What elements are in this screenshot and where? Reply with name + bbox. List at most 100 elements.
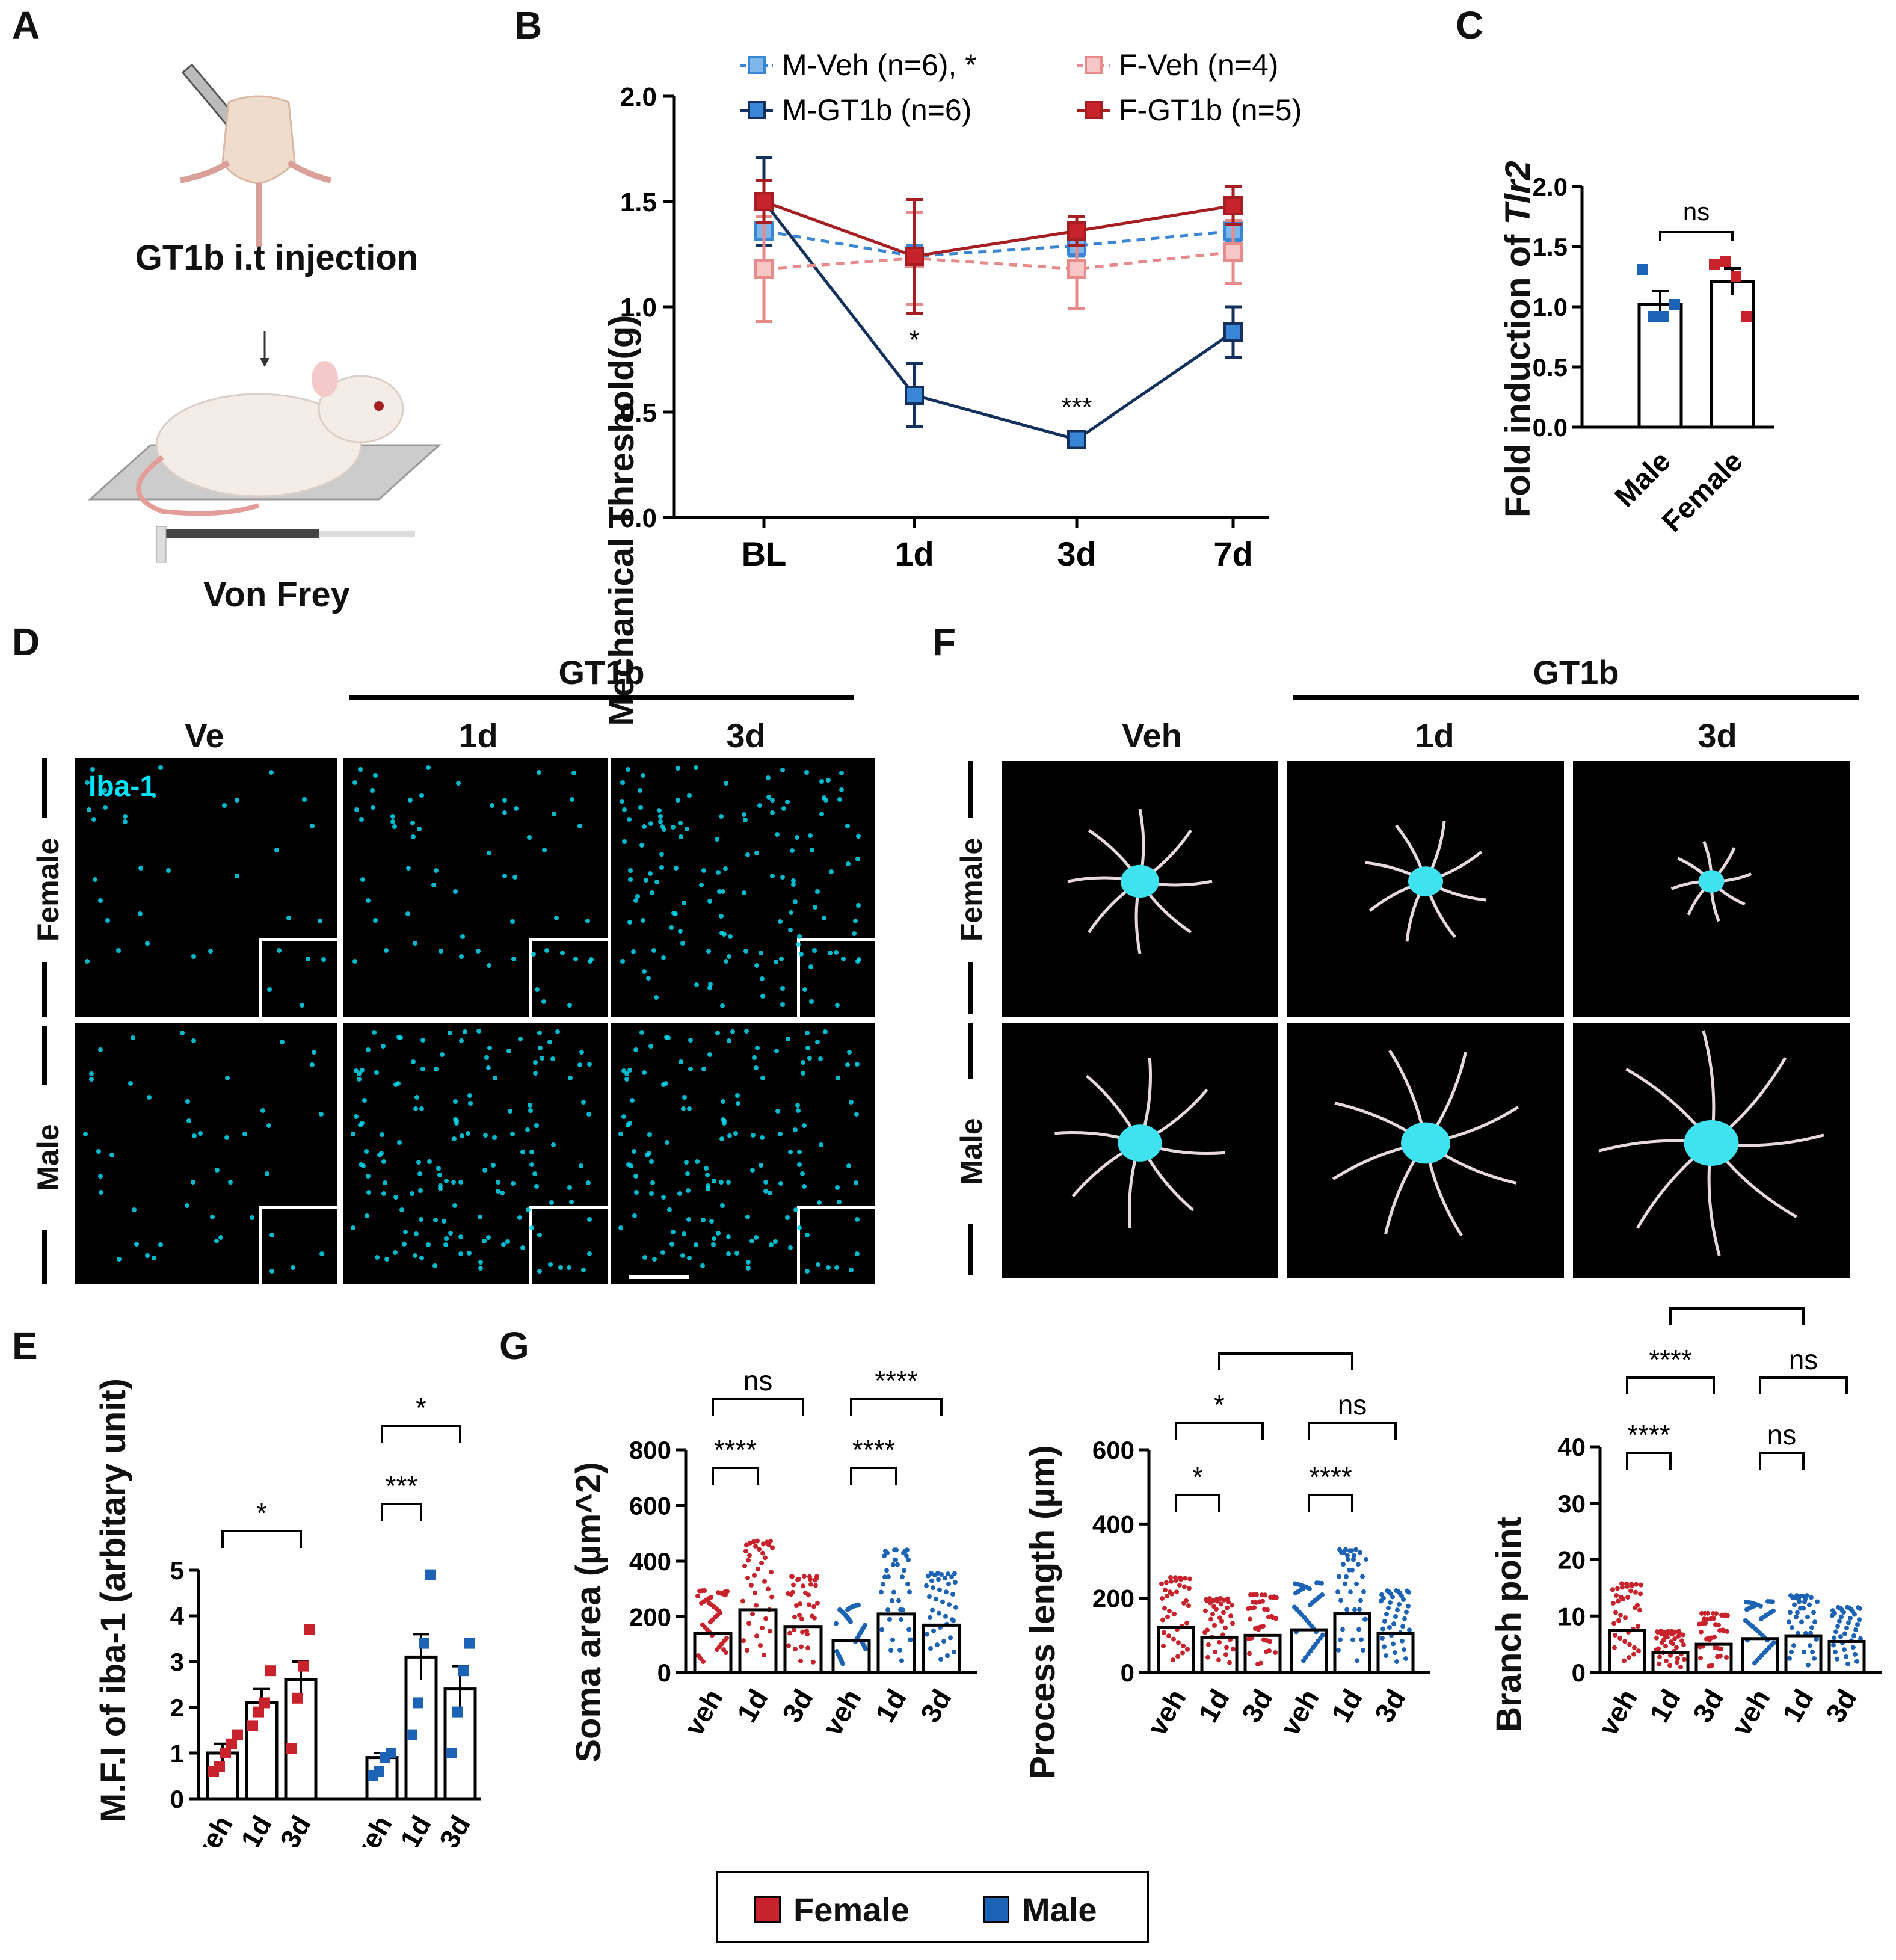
microglia-cell (678, 929, 683, 934)
microglia-cell (354, 807, 359, 812)
data-point (1167, 1609, 1172, 1614)
microglia-cell (390, 819, 395, 824)
y-tick-label: 5 (170, 1556, 184, 1585)
microglia-cell (467, 1251, 472, 1256)
microglia-cell (354, 1068, 359, 1073)
data-point (952, 1571, 957, 1576)
data-point (741, 1638, 746, 1644)
microglia-cell (581, 1268, 586, 1272)
data-point (1639, 1582, 1643, 1588)
microglia-cell (823, 798, 828, 803)
microglia-cell (618, 1132, 623, 1136)
sig-bracket (1218, 1352, 1353, 1370)
microglia-cell (746, 1266, 751, 1271)
data-point (1731, 271, 1741, 282)
microglia-cell (432, 1263, 437, 1268)
microglia-cell (720, 1003, 725, 1008)
data-point (886, 1574, 891, 1580)
microglia-cell (813, 905, 817, 910)
chart-g-branch-ylabel: Branch point (1489, 1517, 1528, 1732)
microglia-cell (414, 1231, 419, 1236)
microglia-cell (438, 1186, 443, 1191)
microglia-cell (365, 1213, 369, 1218)
microglia-cell (542, 848, 547, 852)
microglia-cell (664, 1035, 669, 1040)
data-point (760, 1625, 765, 1630)
micrograph-d-female-ve: Iba-1 (75, 758, 337, 1017)
microglia-cell (491, 1163, 496, 1168)
data-point (695, 1594, 700, 1599)
legend-swatch-male (983, 1896, 1009, 1923)
data-point (1636, 1624, 1640, 1629)
data-point (1625, 1584, 1630, 1589)
microglia-cell (352, 780, 357, 785)
data-point (419, 1638, 429, 1649)
microglia-cell (538, 1046, 543, 1050)
data-point (943, 1613, 948, 1619)
data-point (214, 1761, 225, 1772)
data-point (1681, 1632, 1685, 1638)
microglia-cell (433, 1218, 438, 1222)
microglia-cell (453, 1117, 458, 1122)
data-point (1844, 1625, 1849, 1630)
microglia-cell (633, 1047, 638, 1052)
data-point (1254, 1592, 1259, 1597)
legend-label: M-GT1b (n=6) (782, 93, 971, 127)
microglia-cell (768, 1191, 772, 1195)
data-point (1837, 1618, 1842, 1624)
bar (284, 1678, 318, 1801)
microglia-cell (760, 994, 765, 999)
injection-label: GT1b i.t injection (135, 238, 419, 277)
microglia-cell (743, 818, 748, 822)
microglia-cell (780, 1002, 785, 1007)
microglia-cell (406, 866, 411, 871)
data-point (1300, 1586, 1305, 1592)
data-point (1352, 1553, 1356, 1558)
microglia-cell (674, 866, 679, 871)
microglia-cell (361, 1163, 366, 1168)
microglia-cell (218, 1235, 223, 1240)
microglia-cell (581, 1100, 586, 1105)
microglia-cell (549, 1200, 554, 1205)
microglia-cell (677, 1191, 682, 1196)
data-point (1265, 1607, 1270, 1613)
data-point (893, 1557, 897, 1562)
bar (1784, 1634, 1823, 1674)
microglia-cell (520, 1245, 525, 1250)
data-point (1725, 1629, 1729, 1634)
microglia-cell (534, 1184, 539, 1189)
data-point (807, 1574, 812, 1579)
microglia-cell (568, 1076, 573, 1080)
sig-bracket (1175, 1494, 1220, 1512)
data-point (1838, 1634, 1843, 1639)
data-point (1615, 1586, 1620, 1591)
microglia-cell (185, 1203, 189, 1208)
down-arrow-icon (260, 331, 269, 367)
microglia-cell (852, 931, 857, 936)
microglia-cell (730, 1029, 735, 1034)
microglia-cell (448, 1031, 452, 1035)
microglia-cell (413, 941, 417, 946)
sig-bracket (1759, 1452, 1805, 1470)
microglia-cell (632, 1213, 637, 1218)
data-point (1627, 1642, 1632, 1647)
microglia-cell (804, 770, 809, 775)
microglia-cell (711, 1242, 716, 1247)
microglia-cell (451, 1180, 456, 1185)
data-point (837, 1607, 842, 1612)
data-point (1855, 1622, 1860, 1627)
data-point (950, 1592, 955, 1597)
data-point (1223, 242, 1243, 262)
data-point (1632, 1645, 1637, 1650)
microglia-cell (501, 1242, 506, 1247)
panel-f-col-3d: 3d (1697, 717, 1737, 754)
data-point (1610, 1587, 1615, 1592)
data-point (749, 1582, 754, 1588)
microglia-cell (855, 1217, 860, 1222)
inset-d-male-1d (529, 1206, 608, 1284)
microglia-cell (726, 1234, 731, 1239)
chart-e-ylabel: M.F.I of iba-1 (arbitary unit) (94, 1378, 133, 1822)
microglia-cell (626, 767, 630, 772)
microglia-cell (508, 1109, 512, 1114)
data-point (1380, 1626, 1385, 1632)
